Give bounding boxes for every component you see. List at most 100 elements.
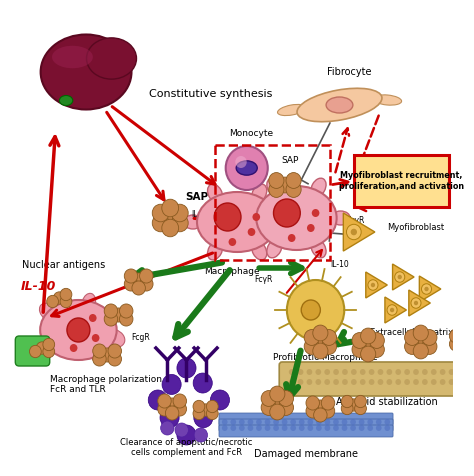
Circle shape (200, 404, 211, 416)
Circle shape (321, 404, 335, 418)
Circle shape (165, 406, 179, 420)
Circle shape (312, 209, 319, 217)
Circle shape (119, 312, 133, 326)
Text: IL-10: IL-10 (191, 210, 210, 219)
Circle shape (108, 352, 121, 366)
Circle shape (307, 369, 312, 375)
Circle shape (449, 379, 455, 385)
Circle shape (290, 425, 296, 431)
Circle shape (36, 342, 48, 354)
Circle shape (222, 425, 228, 431)
Circle shape (270, 395, 285, 411)
Text: SAP: SAP (185, 192, 209, 202)
Circle shape (67, 318, 90, 342)
Circle shape (378, 369, 383, 375)
Circle shape (333, 419, 339, 425)
Circle shape (270, 386, 285, 402)
Circle shape (43, 338, 55, 351)
Polygon shape (409, 290, 430, 316)
Circle shape (457, 333, 471, 347)
Circle shape (368, 280, 378, 290)
Text: FcgR: FcgR (131, 333, 150, 342)
Circle shape (104, 304, 118, 318)
Circle shape (173, 402, 186, 416)
Circle shape (440, 369, 446, 375)
Circle shape (386, 369, 392, 375)
Ellipse shape (208, 241, 223, 260)
Circle shape (158, 402, 171, 416)
Circle shape (162, 375, 181, 395)
Circle shape (119, 304, 133, 318)
Text: FcγR: FcγR (214, 223, 232, 232)
Circle shape (132, 281, 146, 295)
Circle shape (376, 425, 382, 431)
Circle shape (324, 369, 330, 375)
Circle shape (351, 379, 357, 385)
Text: Macrophage polarization
FcR and TLR: Macrophage polarization FcR and TLR (50, 375, 162, 394)
Circle shape (422, 329, 437, 346)
Ellipse shape (197, 192, 277, 252)
Circle shape (398, 275, 402, 279)
Circle shape (387, 305, 397, 315)
Circle shape (346, 224, 361, 240)
Circle shape (162, 219, 179, 237)
Circle shape (282, 425, 288, 431)
Circle shape (269, 173, 284, 188)
Circle shape (139, 277, 153, 291)
Circle shape (341, 402, 353, 415)
Text: FcγR: FcγR (346, 216, 365, 225)
Circle shape (325, 425, 330, 431)
Circle shape (210, 390, 229, 410)
Ellipse shape (311, 239, 326, 258)
Circle shape (261, 399, 276, 416)
Ellipse shape (331, 211, 350, 225)
Circle shape (321, 396, 335, 410)
Circle shape (175, 423, 188, 437)
FancyBboxPatch shape (279, 362, 474, 396)
Circle shape (228, 238, 236, 246)
Circle shape (384, 425, 390, 431)
Ellipse shape (326, 97, 353, 113)
Circle shape (325, 419, 330, 425)
Circle shape (124, 277, 138, 291)
Ellipse shape (256, 186, 337, 250)
Circle shape (440, 379, 446, 385)
Circle shape (148, 390, 167, 410)
Text: Constitutive synthesis: Constitutive synthesis (149, 89, 272, 99)
Circle shape (352, 342, 367, 357)
Circle shape (93, 352, 106, 366)
Circle shape (342, 379, 348, 385)
Circle shape (264, 419, 270, 425)
Circle shape (269, 181, 284, 198)
Circle shape (306, 404, 319, 418)
Circle shape (359, 425, 365, 431)
Circle shape (369, 369, 374, 375)
Circle shape (230, 425, 236, 431)
Circle shape (422, 369, 428, 375)
Circle shape (230, 419, 236, 425)
Circle shape (222, 419, 228, 425)
Ellipse shape (277, 104, 306, 116)
Polygon shape (366, 272, 387, 298)
Circle shape (206, 400, 218, 413)
Circle shape (172, 214, 188, 232)
Circle shape (290, 419, 296, 425)
Circle shape (92, 334, 100, 342)
Circle shape (465, 337, 474, 351)
Circle shape (162, 199, 179, 217)
Circle shape (413, 343, 428, 359)
Ellipse shape (52, 46, 93, 68)
Circle shape (194, 407, 213, 427)
Circle shape (299, 419, 305, 425)
Text: Monocyte: Monocyte (229, 129, 273, 138)
Circle shape (139, 269, 153, 283)
Circle shape (333, 425, 339, 431)
Ellipse shape (208, 184, 223, 203)
Circle shape (395, 379, 401, 385)
Circle shape (449, 369, 455, 375)
Circle shape (395, 272, 405, 282)
Circle shape (307, 379, 312, 385)
Circle shape (70, 344, 77, 352)
Circle shape (152, 214, 169, 232)
Circle shape (288, 234, 295, 242)
